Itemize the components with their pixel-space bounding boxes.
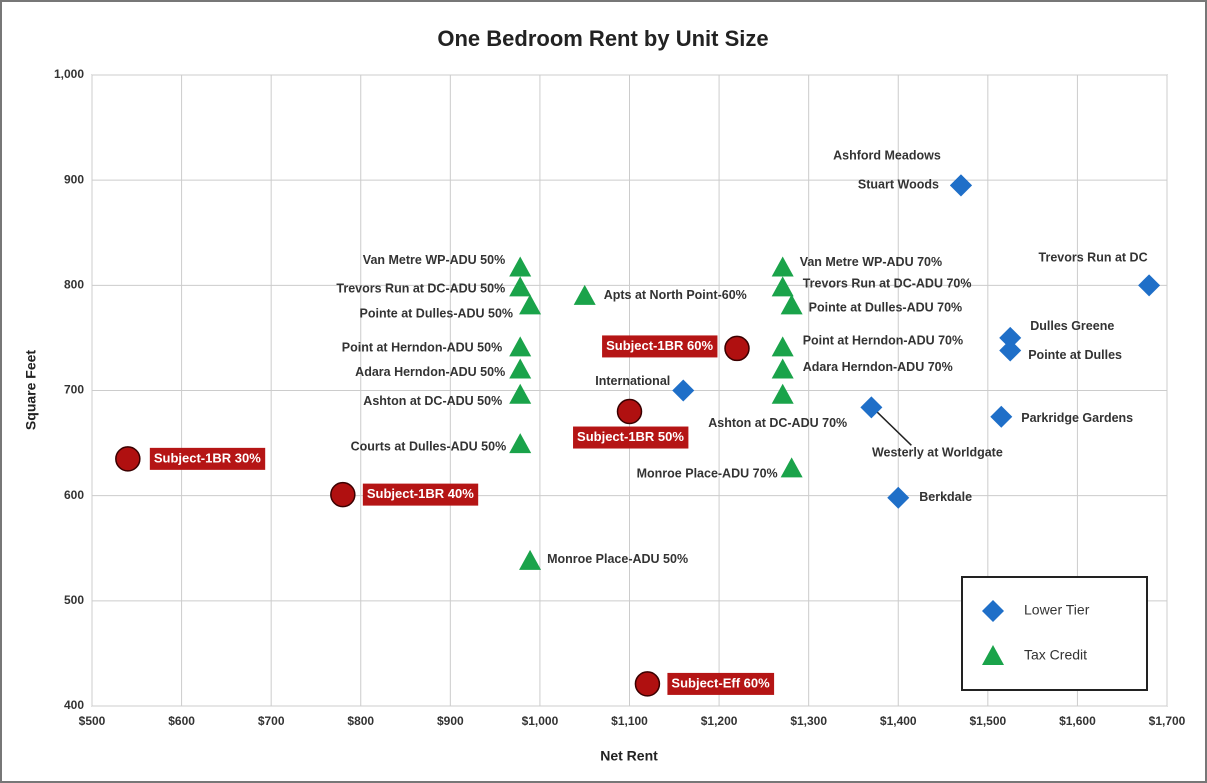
point-label: Point at Herndon-ADU 50% xyxy=(342,341,502,355)
y-axis-label: Square Feet xyxy=(23,350,39,430)
point xyxy=(999,339,1022,362)
point-label: Adara Herndon-ADU 50% xyxy=(355,365,505,379)
x-tick-label: $500 xyxy=(79,714,106,728)
point-label: Monroe Place-ADU 70% xyxy=(637,467,778,481)
legend-label: Lower Tier xyxy=(1024,602,1090,618)
x-tick-label: $1,000 xyxy=(522,714,559,728)
point-label: Pointe at Dulles-ADU 50% xyxy=(360,307,514,321)
point xyxy=(509,383,532,404)
point xyxy=(887,486,910,509)
point xyxy=(780,457,803,478)
y-tick-label: 1,000 xyxy=(54,67,84,81)
point xyxy=(999,326,1022,349)
grid xyxy=(91,74,1168,707)
point xyxy=(634,671,661,697)
point xyxy=(509,358,532,379)
legend-box xyxy=(961,576,1148,691)
label-box xyxy=(149,447,266,470)
point-label: Courts at Dulles-ADU 50% xyxy=(351,439,507,453)
point xyxy=(771,383,794,404)
leader-line xyxy=(875,410,912,446)
point xyxy=(509,336,532,357)
x-tick-label: $700 xyxy=(258,714,285,728)
label-box xyxy=(362,483,479,506)
point-label: Subject-1BR 60% xyxy=(606,338,713,353)
point xyxy=(771,276,794,297)
point xyxy=(771,256,794,277)
legend-label: Tax Credit xyxy=(1024,647,1087,663)
point-label: Subject-1BR 30% xyxy=(154,450,261,465)
point xyxy=(672,379,695,402)
point-label: Stuart Woods xyxy=(858,178,939,192)
x-tick-label: $600 xyxy=(168,714,195,728)
x-tick-label: $1,700 xyxy=(1149,714,1186,728)
point-label: Ashford Meadows xyxy=(833,149,941,163)
point xyxy=(330,481,356,508)
point xyxy=(519,294,542,315)
point-label: Ashton at DC-ADU 70% xyxy=(708,416,847,430)
point xyxy=(990,405,1013,428)
point xyxy=(519,549,542,570)
y-tick-label: 700 xyxy=(64,383,84,397)
point xyxy=(509,256,532,277)
point xyxy=(724,335,750,362)
point xyxy=(860,396,883,419)
x-tick-label: $1,500 xyxy=(969,714,1006,728)
point xyxy=(573,284,596,305)
x-tick-label: $1,300 xyxy=(790,714,827,728)
point-label: Point at Herndon-ADU 70% xyxy=(803,334,963,348)
y-tick-label: 600 xyxy=(64,488,84,502)
point xyxy=(509,276,532,297)
point-label: International xyxy=(595,374,670,388)
x-tick-label: $800 xyxy=(347,714,374,728)
point-label: Trevors Run at DC-ADU 70% xyxy=(803,277,972,291)
point-label: Apts at North Point-60% xyxy=(604,288,747,302)
point-label: Trevors Run at DC-ADU 50% xyxy=(336,282,505,296)
y-tick-label: 900 xyxy=(64,172,84,186)
point xyxy=(509,433,532,454)
x-tick-label: $1,200 xyxy=(701,714,738,728)
point xyxy=(1138,274,1161,297)
point xyxy=(771,358,794,379)
point-label: Dulles Greene xyxy=(1030,319,1114,333)
y-tick-label: 800 xyxy=(64,278,84,292)
point-label: Parkridge Gardens xyxy=(1021,411,1133,425)
marks: Ashford Meadows Stuart Woods Trevors Run a… xyxy=(115,149,1161,697)
legend-marker xyxy=(982,645,1004,665)
point-label: Subject-Eff 60% xyxy=(671,675,770,690)
point xyxy=(771,336,794,357)
point-label: Westerly at Worldgate xyxy=(872,446,1003,460)
x-tick-label: $900 xyxy=(437,714,464,728)
point-label: Ashton at DC-ADU 50% xyxy=(363,394,502,408)
y-tick-label: 500 xyxy=(64,593,84,607)
x-axis-label: Net Rent xyxy=(600,748,658,764)
point xyxy=(949,174,972,197)
x-tick-label: $1,400 xyxy=(880,714,917,728)
point-label: Monroe Place-ADU 50% xyxy=(547,552,688,566)
point-label: Berkdale xyxy=(919,490,972,504)
point-label: Van Metre WP-ADU 50% xyxy=(363,253,505,267)
point-label: Subject-1BR 50% xyxy=(577,429,684,444)
legend-marker xyxy=(982,600,1004,622)
chart-title: One Bedroom Rent by Unit Size xyxy=(437,26,768,51)
point-label: Trevors Run at DC xyxy=(1039,251,1148,265)
x-tick-label: $1,100 xyxy=(611,714,648,728)
point-label: Pointe at Dulles-ADU 70% xyxy=(809,301,963,315)
point xyxy=(115,446,141,472)
label-box xyxy=(573,426,689,449)
point xyxy=(616,398,643,425)
label-box xyxy=(602,335,718,358)
x-tick-label: $1,600 xyxy=(1059,714,1096,728)
y-tick-label: 400 xyxy=(64,698,84,712)
point-label: Adara Herndon-ADU 70% xyxy=(803,360,953,374)
point xyxy=(780,294,803,315)
point-label: Pointe at Dulles xyxy=(1028,348,1122,362)
point-label: Van Metre WP-ADU 70% xyxy=(800,255,942,269)
point-label: Subject-1BR 40% xyxy=(367,486,474,501)
label-box xyxy=(667,672,775,695)
